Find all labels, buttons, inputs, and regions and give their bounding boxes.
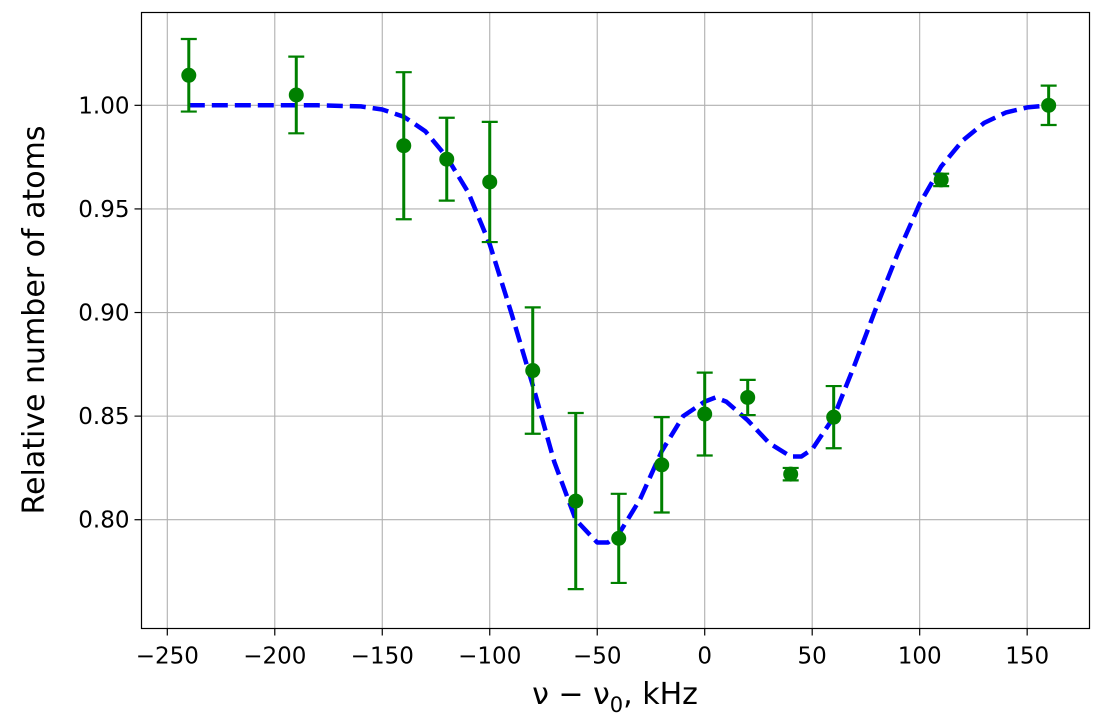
x-axis-label: ν − ν0, kHz [532, 677, 698, 713]
data-point [481, 120, 498, 244]
data-point [933, 172, 950, 188]
data-point [610, 492, 627, 585]
x-tick-label: −50 [573, 644, 622, 670]
data-points-layer [180, 37, 1057, 591]
x-tick-label: −100 [458, 644, 521, 670]
data-point-marker [826, 409, 842, 425]
x-axis: −250 −200 −150 −100 −50 0 50 100 150 [136, 628, 1049, 670]
data-point-marker [783, 466, 799, 482]
data-point [825, 384, 842, 450]
plot-frame [140, 11, 1091, 630]
x-tick-label: 150 [1005, 644, 1049, 670]
data-point-marker [396, 138, 412, 154]
data-point [288, 55, 305, 135]
y-axis: 0.80 0.85 0.90 0.95 1.00 [78, 93, 142, 534]
data-point-marker [482, 174, 498, 190]
data-point [696, 371, 713, 457]
y-tick-label: 1.00 [78, 93, 129, 119]
x-tick-label: 0 [697, 644, 712, 670]
y-tick-label: 0.90 [78, 301, 129, 327]
data-point [653, 416, 670, 514]
data-point [395, 71, 412, 221]
data-point [180, 37, 197, 113]
data-point-marker [525, 363, 541, 379]
y-axis-label: Relative number of atoms [17, 126, 52, 515]
data-point-marker [181, 67, 197, 83]
data-point [567, 411, 584, 591]
x-tick-label: 50 [798, 644, 827, 670]
data-point [438, 116, 455, 202]
data-point [782, 466, 799, 482]
data-point-marker [288, 87, 304, 103]
y-tick-label: 0.85 [78, 404, 129, 430]
data-point [524, 306, 541, 435]
data-point [739, 378, 756, 417]
data-point-marker [740, 389, 756, 405]
data-point-marker [439, 151, 455, 167]
x-tick-label: −250 [136, 644, 199, 670]
y-tick-label: 0.95 [78, 197, 129, 223]
data-point-marker [697, 406, 713, 422]
x-tick-label: 100 [898, 644, 942, 670]
fit-curve [188, 103, 1049, 545]
x-tick-label: −200 [243, 644, 306, 670]
y-tick-label: 0.80 [78, 508, 129, 534]
x-tick-label: −150 [351, 644, 414, 670]
grid [141, 12, 1090, 629]
data-point-marker [1041, 97, 1057, 113]
data-point [1040, 84, 1057, 127]
data-point-marker [611, 530, 627, 546]
fit-curve-layer [188, 103, 1049, 545]
data-point-marker [568, 493, 584, 509]
data-point-marker [933, 172, 949, 188]
data-point-marker [654, 457, 670, 473]
